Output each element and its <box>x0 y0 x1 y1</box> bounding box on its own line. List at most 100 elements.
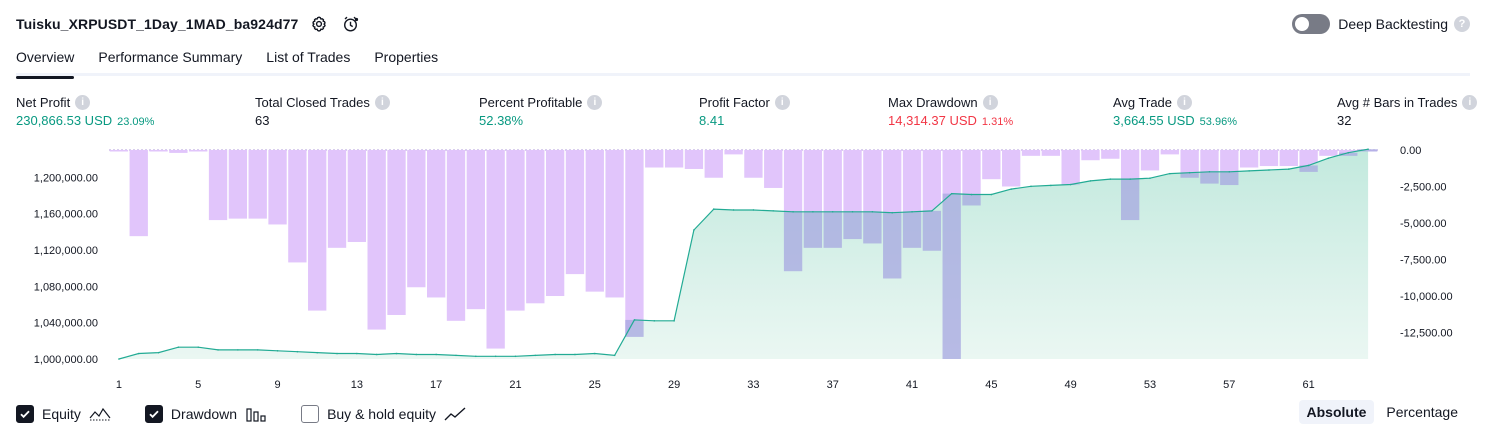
equity-point <box>673 320 675 322</box>
legend-equity[interactable]: Equity <box>16 405 111 423</box>
deep-backtesting-toggle[interactable] <box>1292 14 1331 34</box>
x-tick-label: 5 <box>195 379 201 391</box>
gear-icon[interactable] <box>308 13 330 35</box>
equity-point <box>1169 172 1171 175</box>
drawdown-bar <box>585 150 604 292</box>
drawdown-bar <box>1140 150 1160 171</box>
legend-buy-hold[interactable]: Buy & hold equity <box>301 405 466 423</box>
equity-point <box>911 210 913 213</box>
equity-point <box>217 349 219 351</box>
equity-point <box>514 355 517 358</box>
y-left-tick-label: 1,200,000.00 <box>34 172 98 184</box>
drawdown-overlap-bar <box>783 211 803 272</box>
drawdown-overlap-bar <box>1358 149 1378 152</box>
equity-point <box>1367 148 1369 151</box>
info-icon[interactable]: i <box>587 94 603 110</box>
info-icon[interactable]: i <box>1177 94 1193 110</box>
equity-point <box>137 352 140 355</box>
help-icon[interactable]: ? <box>1454 16 1470 32</box>
check-icon <box>20 410 30 419</box>
x-tick-label: 45 <box>985 379 997 391</box>
y-right-tick-label: -7,500.00 <box>1400 255 1446 267</box>
y-right-tick-label: -2,500.00 <box>1400 182 1446 194</box>
equity-point <box>1129 178 1131 180</box>
info-icon[interactable]: i <box>982 94 998 110</box>
info-icon[interactable]: i <box>75 94 91 110</box>
drawdown-bar <box>605 150 624 298</box>
drawdown-bar <box>248 150 267 219</box>
drawdown-bar <box>1021 150 1041 156</box>
legend-label: Drawdown <box>170 406 238 422</box>
clock-alert-icon[interactable] <box>340 13 362 35</box>
strategy-header: Tuisku_XRPUSDT_1Day_1MAD_ba924d77 <box>16 12 362 36</box>
x-tick-label: 33 <box>747 379 759 391</box>
drawdown-bar <box>288 150 307 263</box>
equity-point <box>950 192 953 195</box>
drawdown-overlay <box>625 149 1378 359</box>
equity-point <box>712 208 715 210</box>
drawdown-bar <box>1239 150 1259 168</box>
drawdown-bar <box>625 150 644 337</box>
drawdown-overlap-bar <box>942 193 961 359</box>
legend-drawdown[interactable]: Drawdown <box>144 405 267 423</box>
y-left-tick-label: 1,080,000.00 <box>34 281 98 293</box>
metric-sub: 23.09% <box>117 116 155 128</box>
percentage-button[interactable]: Percentage <box>1386 404 1458 420</box>
drawdown-bar <box>545 150 565 297</box>
equity-point <box>1347 151 1350 154</box>
tab-performance-summary[interactable]: Performance Summary <box>98 49 243 65</box>
metric-sub: 1.31% <box>981 116 1014 128</box>
check-icon <box>149 410 159 419</box>
y-right-tick-label: -5,000.00 <box>1400 218 1446 230</box>
x-tick-label: 21 <box>509 379 521 391</box>
metric-total-closed-trades: Total Closed Trades i 63 <box>255 94 390 128</box>
drawdown-bar <box>427 150 446 298</box>
equity-drawdown-chart[interactable]: 1,000,000.00 1,040,000.00 1,080,000.00 1,12… <box>0 140 1486 398</box>
metric-sub: 53.96% <box>1199 116 1237 128</box>
equity-point <box>1089 180 1092 182</box>
trend-legend-icon <box>444 407 466 421</box>
tab-properties[interactable]: Properties <box>374 49 439 65</box>
equity-legend-icon <box>89 407 111 421</box>
drawdown-bar <box>407 150 426 288</box>
y-right-tick-label: -10,000.00 <box>1400 291 1453 303</box>
drawdown-overlap-bar <box>1120 179 1140 221</box>
x-tick-label: 41 <box>906 379 918 391</box>
equity-point <box>1248 170 1250 172</box>
y-right-tick-label: -12,500.00 <box>1400 328 1453 340</box>
info-icon[interactable]: i <box>774 94 790 110</box>
drawdown-bar <box>982 150 1001 180</box>
drawdown-bar <box>446 150 466 321</box>
metric-value: 230,866.53 USD <box>16 113 113 128</box>
equity-point <box>970 193 973 196</box>
drawdown-bar <box>744 150 763 178</box>
equity-point <box>356 352 358 355</box>
drawdown-bar <box>1180 150 1199 178</box>
equity-point <box>237 349 239 351</box>
tab-overview[interactable]: Overview <box>16 46 75 79</box>
y-left-tick-label: 1,160,000.00 <box>34 209 98 221</box>
drawdown-bar <box>664 150 684 168</box>
report-tabs: Overview Performance Summary List of Tra… <box>16 46 1470 79</box>
metrics-row: Net Profit i 230,866.53 USD 23.09% Total C… <box>16 94 1478 134</box>
equity-checkbox[interactable] <box>16 405 34 423</box>
drawdown-checkbox[interactable] <box>144 405 163 423</box>
absolute-button[interactable]: Absolute <box>1298 400 1375 424</box>
tab-list-of-trades[interactable]: List of Trades <box>266 49 351 65</box>
equity-point <box>554 353 556 356</box>
equity-point <box>593 352 596 355</box>
equity-point <box>1030 185 1032 188</box>
drawdown-bar <box>1002 150 1021 187</box>
drawdown-bar <box>327 150 347 248</box>
info-icon[interactable]: i <box>374 94 390 110</box>
drawdown-bar <box>486 150 505 349</box>
equity-point <box>693 229 695 231</box>
drawdown-overlap-bar <box>883 212 902 279</box>
buy-hold-checkbox[interactable] <box>301 405 320 423</box>
metric-label: Percent Profitable <box>479 94 583 110</box>
drawdown-overlap-bar <box>962 194 981 206</box>
drawdown-bar <box>1319 150 1338 156</box>
toggle-knob <box>1295 17 1310 31</box>
info-icon[interactable]: i <box>1462 94 1478 110</box>
equity-point <box>177 346 180 348</box>
